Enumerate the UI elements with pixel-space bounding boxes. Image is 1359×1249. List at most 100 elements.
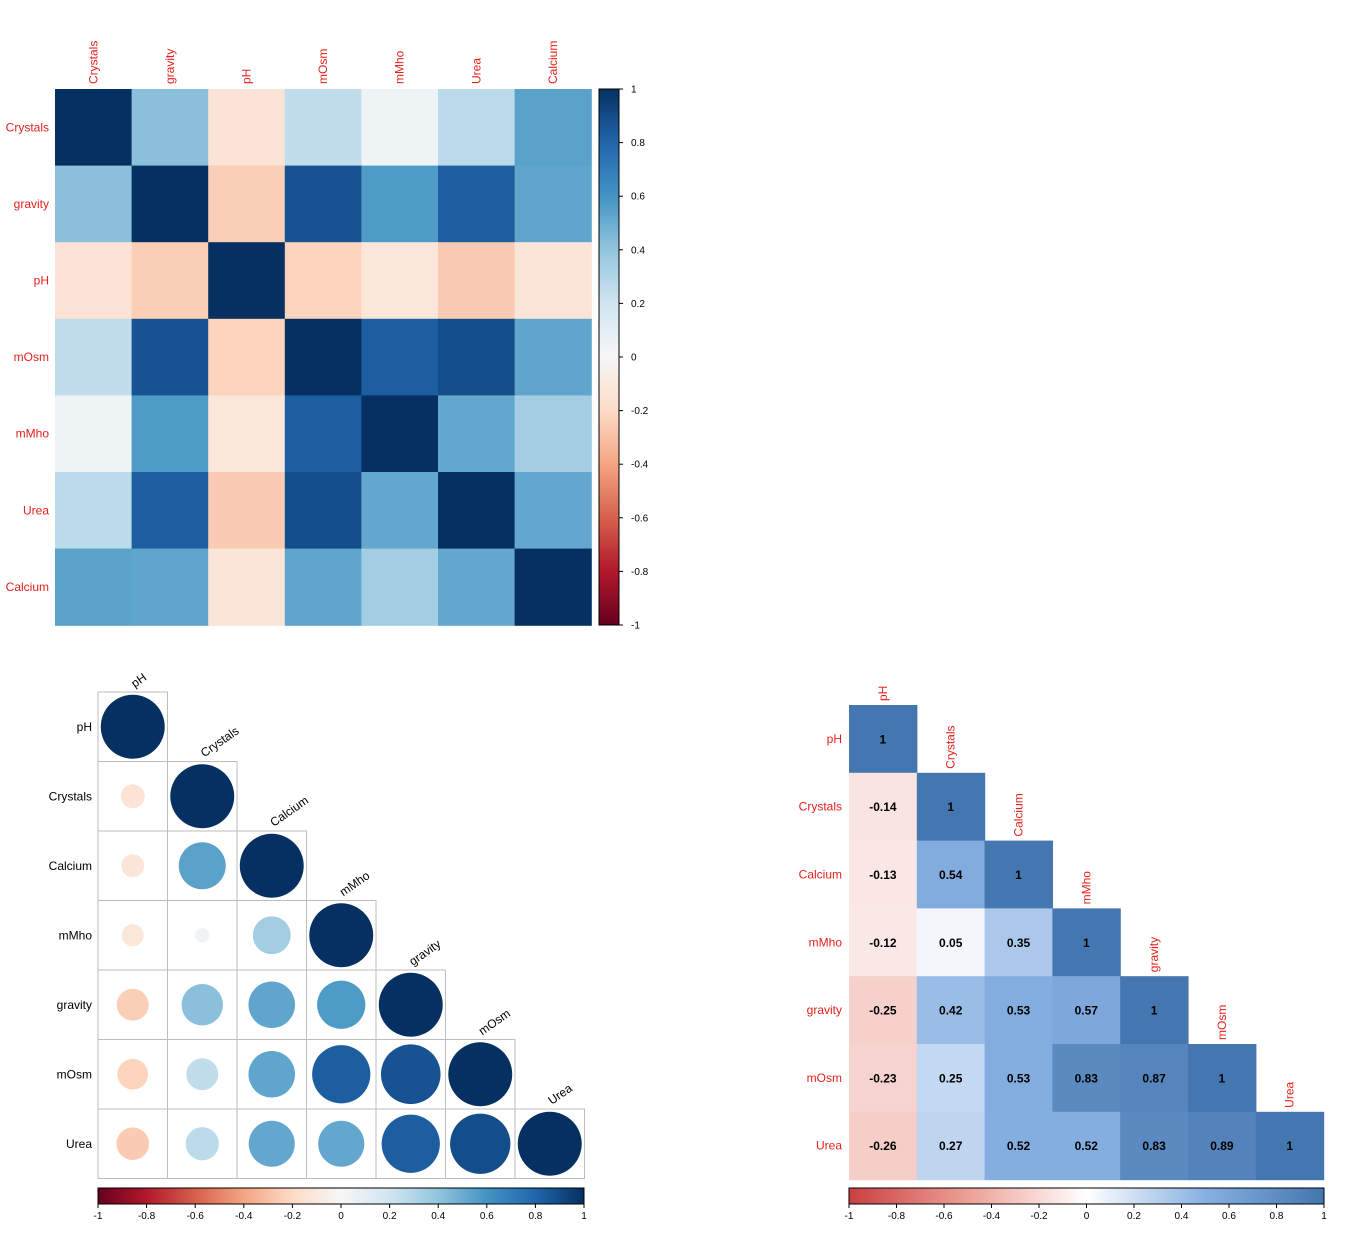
grid-cell	[97, 900, 168, 971]
heatmap-cell	[984, 1111, 1053, 1181]
heatmap-cell	[1120, 1044, 1189, 1113]
correlation-circle	[116, 1127, 150, 1161]
colorbar-tick-label: -0.8	[138, 1211, 156, 1222]
colorbar-tick-label: 0	[631, 353, 637, 364]
heatmap-cell	[208, 548, 286, 626]
heatmap-cell	[131, 548, 209, 626]
heatmap-cell	[208, 472, 286, 550]
diagonal-label: Calcium	[267, 793, 311, 829]
colorbar	[848, 1187, 1325, 1205]
heatmap-cell	[131, 472, 209, 550]
correlation-circle	[116, 988, 149, 1021]
full-correlation-heatmap: Crystals gravity pH mOsm mMho Urea Calcium Crys…	[6, 41, 649, 632]
row-label: Crystals	[6, 120, 49, 134]
heatmap-cell	[1120, 976, 1189, 1045]
heatmap-cell	[361, 242, 439, 320]
heatmap-cell	[916, 1044, 986, 1113]
heatmap-cell	[438, 165, 516, 243]
row-label: gravity	[57, 998, 92, 1012]
row-label: mOsm	[807, 1071, 842, 1085]
heatmap-cell	[361, 395, 439, 473]
colorbar-tick-label: -0.8	[631, 567, 649, 578]
heatmap-cell	[849, 976, 918, 1045]
row-label: pH	[34, 274, 49, 288]
cell-value-label: 0.05	[939, 936, 963, 950]
heatmap-cell	[284, 318, 362, 396]
cell-value-label: 0.83	[1075, 1071, 1099, 1085]
heatmap-cell	[514, 472, 592, 550]
diagonal-label: Urea	[1283, 1081, 1297, 1107]
colorbar-tick-label: 0.6	[1222, 1211, 1236, 1222]
numeric-correlation-plot: 1 -0.14 1 -0.13 0.54 1 -0.12 0.05 0.35 1 -0.25 0.42…	[799, 686, 1328, 1222]
colorbar-tick-label: 1	[631, 85, 637, 96]
heatmap-cell	[361, 165, 439, 243]
row-label: mOsm	[57, 1067, 92, 1081]
colorbar-tick-label: 0.2	[631, 299, 645, 310]
cell-value-label: 0.89	[1210, 1139, 1234, 1153]
heatmap-cell	[849, 840, 918, 909]
heatmap-cell	[916, 976, 986, 1045]
colorbar-tick-label: -1	[845, 1211, 854, 1222]
heatmap-cell	[55, 395, 133, 473]
cell-value-label: 1	[1219, 1071, 1226, 1085]
colorbar-tick-label: -0.6	[935, 1211, 953, 1222]
colorbar-tick-label: -0.6	[187, 1211, 205, 1222]
heatmap-cell	[916, 1111, 986, 1181]
heatmap-cell	[55, 548, 133, 626]
row-label: Urea	[816, 1139, 842, 1153]
heatmap-cell	[361, 472, 439, 550]
diagonal-label: mOsm	[1215, 1005, 1229, 1040]
cell-value-label: 0.83	[1142, 1139, 1166, 1153]
colorbar-tick-label: 0.4	[631, 245, 645, 256]
colorbar-tick-label: 0.8	[528, 1211, 542, 1222]
cell-value-label: -0.23	[869, 1071, 897, 1085]
column-label: gravity	[163, 49, 177, 84]
heatmap-cell	[55, 318, 133, 396]
colorbar-tick-label: -0.2	[631, 406, 649, 417]
colorbar-tick-label: -1	[631, 621, 640, 632]
row-label: mMho	[809, 935, 843, 949]
heatmap-cell	[849, 772, 918, 842]
correlation-circle	[312, 1045, 371, 1104]
correlation-circle	[239, 833, 304, 898]
heatmap-cell	[284, 89, 362, 167]
heatmap-cell	[1188, 1111, 1257, 1181]
row-label: Calcium	[799, 868, 842, 882]
cell-value-label: 0.35	[1007, 936, 1031, 950]
heatmap-cell	[208, 242, 286, 320]
colorbar-tick-label: 0.2	[1127, 1211, 1141, 1222]
heatmap-cell	[284, 472, 362, 550]
correlation-circle	[517, 1111, 582, 1176]
colorbar	[97, 1187, 585, 1205]
heatmap-cell	[514, 548, 592, 626]
heatmap-cell	[131, 89, 209, 167]
heatmap-cell	[438, 395, 516, 473]
heatmap-cell	[1052, 976, 1121, 1045]
heatmap-cell	[984, 840, 1053, 909]
correlation-circle	[448, 1042, 513, 1107]
row-label: Crystals	[49, 789, 92, 803]
heatmap-cell	[208, 395, 286, 473]
correlation-circle	[120, 784, 145, 809]
heatmap-cell	[55, 165, 133, 243]
heatmap-cell	[1052, 908, 1121, 977]
colorbar-tick-label: 0.4	[431, 1211, 445, 1222]
diagonal-label: Calcium	[1012, 793, 1026, 836]
correlation-circle	[178, 842, 226, 890]
heatmap-cell	[1052, 1044, 1121, 1113]
heatmap-cell	[55, 472, 133, 550]
column-label: mOsm	[316, 49, 330, 84]
row-label: Urea	[66, 1137, 92, 1151]
diagonal-label: pH	[128, 670, 149, 690]
correlation-circle	[378, 972, 443, 1037]
heatmap-cell	[55, 89, 133, 167]
colorbar-tick-label: 0	[1084, 1211, 1090, 1222]
correlation-circle	[186, 1058, 219, 1091]
heatmap-cell	[131, 242, 209, 320]
correlation-circle	[185, 1127, 219, 1161]
cell-value-label: 0.57	[1075, 1004, 1099, 1018]
heatmap-cell	[849, 705, 918, 774]
row-label: mOsm	[14, 350, 49, 364]
heatmap-cell	[1120, 1111, 1189, 1181]
heatmap-cell	[131, 165, 209, 243]
